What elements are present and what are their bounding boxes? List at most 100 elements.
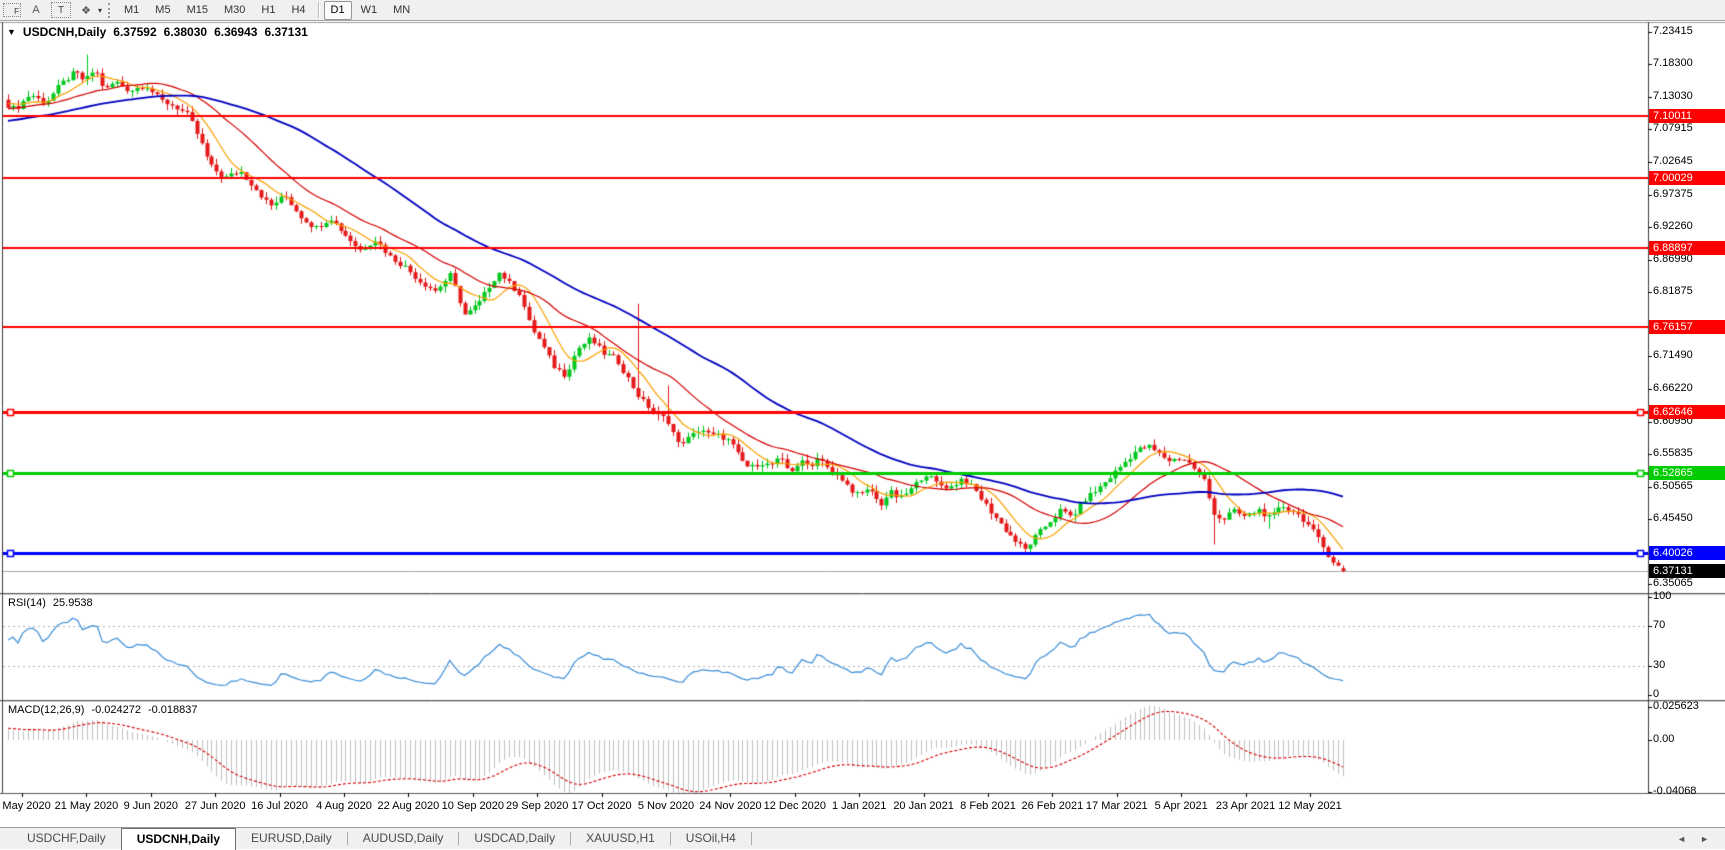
ohlc-open: 6.37592 xyxy=(113,25,157,39)
date-label: 10 Sep 2020 xyxy=(441,800,504,812)
price-axis-label: 6.66220 xyxy=(1653,382,1693,395)
date-label: 17 Oct 2020 xyxy=(571,800,632,812)
price-axis-label: 6.92260 xyxy=(1653,219,1693,232)
grid-f-icon[interactable]: F xyxy=(3,3,21,17)
chart-tab-bar: USDCHF,Daily USDCNH,Daily EURUSD,Daily AUDU… xyxy=(0,827,1725,850)
price-axis-label: 6.86990 xyxy=(1653,252,1693,265)
price-axis-label: 6.35065 xyxy=(1653,577,1693,589)
tab-scroll-left-icon[interactable]: ◄ xyxy=(1677,833,1687,844)
arrows-dropdown-caret-icon[interactable]: ▾ xyxy=(98,5,103,15)
tab-usdcad-daily[interactable]: USDCAD,Daily xyxy=(474,831,556,845)
date-label: 5 Apr 2021 xyxy=(1154,800,1208,812)
date-label: 16 Jul 2020 xyxy=(251,800,309,812)
macd-axis-label: 0.025623 xyxy=(1653,699,1699,712)
tab-divider xyxy=(669,832,671,845)
timeframe-button-m5[interactable]: M5 xyxy=(155,4,171,16)
toolbar-grip[interactable] xyxy=(108,2,111,18)
date-label: 27 Jun 2020 xyxy=(184,800,246,812)
hline-price-badge: 6.62646 xyxy=(1649,404,1725,419)
hline-price-badge: 6.76157 xyxy=(1649,320,1725,335)
rsi-axis-label: 30 xyxy=(1653,658,1666,671)
timeframe-button-m1[interactable]: M1 xyxy=(124,4,140,16)
date-label: 12 Dec 2020 xyxy=(763,800,826,812)
hline-price-badge: 7.00029 xyxy=(1649,171,1725,186)
timeframe-button-m15[interactable]: M15 xyxy=(186,4,208,16)
price-axis-label: 7.07915 xyxy=(1653,121,1693,134)
price-axis-label: 7.23415 xyxy=(1653,25,1693,37)
price-axis-label: 7.13030 xyxy=(1653,89,1693,102)
hline-price-badge: 6.52865 xyxy=(1649,465,1725,480)
price-axis-label: 6.45450 xyxy=(1653,512,1693,525)
tab-scroll-arrows: ◄ ► xyxy=(1677,834,1725,844)
text-box-icon[interactable]: T xyxy=(51,2,71,18)
date-label: 1 Jan 2021 xyxy=(831,800,887,812)
date-label: 2 May 2020 xyxy=(0,800,51,812)
rsi-indicator-value: 25.9538 xyxy=(52,597,93,609)
tab-divider xyxy=(346,832,348,845)
timeframe-button-m30[interactable]: M30 xyxy=(223,4,246,16)
date-label: 12 May 2021 xyxy=(1278,800,1342,812)
tab-divider xyxy=(570,832,572,845)
date-label: 23 Apr 2021 xyxy=(1215,800,1276,812)
price-axis-label: 6.50565 xyxy=(1653,480,1693,493)
tab-eurusd-daily[interactable]: EURUSD,Daily xyxy=(251,831,332,845)
date-label: 4 Aug 2020 xyxy=(316,800,372,812)
timeframe-button-h1[interactable]: H1 xyxy=(261,4,276,16)
rsi-axis-label: 100 xyxy=(1653,590,1672,602)
tab-divider xyxy=(458,832,460,845)
top-toolbar: F A T ❖ ▾ M1 M5 M15 M30 H1 H4 D1 W1 MN xyxy=(0,0,1725,21)
date-label: 22 Aug 2020 xyxy=(377,800,440,812)
chart-dropdown-caret-icon[interactable]: ▼ xyxy=(7,27,16,37)
tab-usoil-h4[interactable]: USOil,H4 xyxy=(685,831,736,845)
date-label: 26 Feb 2021 xyxy=(1021,800,1084,812)
tab-divider xyxy=(750,832,752,845)
date-label: 5 Nov 2020 xyxy=(637,800,695,812)
annotate-a-icon[interactable]: A xyxy=(32,4,40,16)
draw-arrows-icon[interactable]: ❖ xyxy=(81,4,91,17)
ohlc-close: 6.37131 xyxy=(264,25,308,39)
timeframe-button-w1[interactable]: W1 xyxy=(360,4,378,16)
tab-audusd-daily[interactable]: AUDUSD,Daily xyxy=(362,831,444,845)
price-axis-label: 6.55835 xyxy=(1653,447,1693,460)
current-price-badge: 6.37131 xyxy=(1649,564,1725,579)
tab-xauusd-h1[interactable]: XAUUSD,H1 xyxy=(586,831,655,845)
date-label: 20 Jan 2021 xyxy=(893,800,954,812)
rsi-axis-label: 0 xyxy=(1653,688,1660,700)
hline-price-badge: 6.88897 xyxy=(1649,240,1725,255)
rsi-axis-label: 70 xyxy=(1653,619,1666,632)
timeframe-button-d1[interactable]: D1 xyxy=(323,0,352,20)
chart-symbol-period: USDCNH,Daily xyxy=(22,25,107,39)
ohlc-low: 6.36943 xyxy=(214,25,258,39)
date-label: 21 May 2020 xyxy=(54,800,119,812)
price-axis-label: 7.18300 xyxy=(1653,56,1693,69)
hline-price-badge: 6.40026 xyxy=(1649,546,1725,560)
macd-indicator-name: MACD(12,26,9) xyxy=(8,704,85,716)
price-axis-label: 6.81875 xyxy=(1653,284,1693,297)
date-label: 24 Nov 2020 xyxy=(699,800,762,812)
macd-pane-label: MACD(12,26,9) -0.024272 -0.018837 xyxy=(8,704,198,716)
chart-title: ▼ USDCNH,Daily 6.37592 6.38030 6.36943 6… xyxy=(7,25,308,39)
macd-main-value: -0.024272 xyxy=(91,704,141,716)
macd-axis-label: 0.00 xyxy=(1653,733,1675,745)
toolbar-separator xyxy=(317,2,319,18)
timeframe-button-h4[interactable]: H4 xyxy=(291,4,306,16)
rsi-pane-label: RSI(14) 25.9538 xyxy=(8,597,93,609)
tab-scroll-right-icon[interactable]: ► xyxy=(1700,833,1709,844)
macd-axis-label: -0.04068 xyxy=(1653,785,1697,798)
macd-signal-value: -0.018837 xyxy=(147,704,198,716)
date-label: 9 Jun 2020 xyxy=(123,800,179,812)
date-label: 29 Sep 2020 xyxy=(505,800,569,812)
price-axis-label: 7.02645 xyxy=(1653,154,1693,167)
timeframe-button-mn[interactable]: MN xyxy=(393,4,411,16)
rsi-indicator-name: RSI(14) xyxy=(8,597,46,609)
date-label: 17 Mar 2021 xyxy=(1085,800,1148,812)
hline-price-badge: 7.10011 xyxy=(1649,108,1725,123)
price-axis-label: 6.97375 xyxy=(1653,187,1693,200)
tab-usdchf-daily[interactable]: USDCHF,Daily xyxy=(27,831,106,845)
date-label: 8 Feb 2021 xyxy=(960,800,1016,812)
tab-usdcnh-daily[interactable]: USDCNH,Daily xyxy=(120,827,237,850)
ohlc-high: 6.38030 xyxy=(163,25,208,39)
price-axis-label: 6.71490 xyxy=(1653,349,1693,362)
